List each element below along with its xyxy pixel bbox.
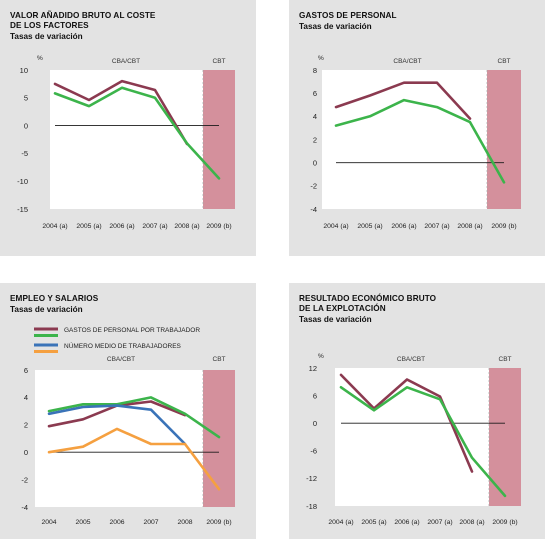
x-tick-label: 2004 (a) bbox=[328, 519, 353, 526]
chart-title: EMPLEO Y SALARIOS bbox=[10, 294, 99, 303]
chart-title: GASTOS DE PERSONAL bbox=[299, 11, 397, 20]
y-unit-label: % bbox=[318, 353, 324, 360]
y-tick-label: 2 bbox=[24, 421, 28, 430]
forecast-shade bbox=[487, 70, 521, 209]
x-tick-label: 2009 (b) bbox=[206, 223, 231, 230]
y-tick-label: 10 bbox=[20, 66, 28, 75]
y-tick-label: -18 bbox=[306, 502, 317, 511]
chart-title: VALOR AÑADIDO BRUTO AL COSTE DE LOS FACT… bbox=[10, 11, 156, 30]
y-tick-label: 5 bbox=[24, 94, 28, 103]
region-label: CBT bbox=[498, 58, 511, 65]
x-tick-label: 2007 (a) bbox=[142, 223, 167, 230]
x-tick-label: 2009 (b) bbox=[492, 519, 517, 526]
forecast-shade bbox=[489, 368, 521, 506]
x-tick-label: 2008 (a) bbox=[457, 223, 482, 230]
series-line bbox=[47, 396, 221, 439]
y-tick-label: -15 bbox=[17, 205, 28, 214]
region-label: CBT bbox=[213, 58, 226, 65]
y-tick-label: 0 bbox=[313, 158, 317, 167]
y-tick-label: -4 bbox=[310, 205, 317, 214]
y-tick-label: 0 bbox=[313, 419, 317, 428]
series-line bbox=[47, 427, 221, 491]
x-tick-label: 2004 (a) bbox=[323, 223, 348, 230]
series-line bbox=[334, 81, 472, 120]
forecast-shade bbox=[203, 70, 235, 209]
x-tick-label: 2009 (b) bbox=[491, 223, 516, 230]
region-label: CBA/CBT bbox=[112, 58, 140, 65]
region-label: CBT bbox=[499, 356, 512, 363]
chart-subtitle: Tasas de variación bbox=[10, 305, 83, 314]
region-label: CBA/CBT bbox=[393, 58, 421, 65]
chart-gastos-personal: 8 6 4 2 0 -2 -4% CBA/CBT CBT 2004 (a) 2005 (a) 2006… bbox=[310, 55, 521, 230]
y-tick-label: -4 bbox=[21, 503, 28, 512]
y-unit-label: % bbox=[37, 55, 43, 62]
x-tick-label: 2005 (a) bbox=[361, 519, 386, 526]
legend-label: GASTOS DE PERSONAL POR TRABAJADOR bbox=[64, 327, 200, 334]
panel-vab: VALOR AÑADIDO BRUTO AL COSTE DE LOS FACT… bbox=[0, 0, 256, 256]
x-tick-label: 2005 bbox=[75, 519, 90, 526]
x-tick-label: 2009 (b) bbox=[206, 519, 231, 526]
y-tick-label: 12 bbox=[309, 364, 317, 373]
region-label: CBT bbox=[213, 356, 226, 363]
y-tick-label: 4 bbox=[313, 112, 317, 121]
y-tick-label: 6 bbox=[313, 391, 317, 400]
chart-vab: 10 5 0 -5 -10 -15% CBA/CBT CBT 2004 (a) 2005 (a) 2… bbox=[17, 55, 235, 230]
panel-empleo-salarios: EMPLEO Y SALARIOS Tasas de variación 6 4 2… bbox=[0, 283, 256, 539]
forecast-shade bbox=[203, 370, 235, 507]
series-line bbox=[53, 86, 221, 180]
x-tick-label: 2005 (a) bbox=[357, 223, 382, 230]
y-tick-label: -2 bbox=[310, 182, 317, 191]
chart-title: RESULTADO ECONÓMICO BRUTO DE LA EXPLOTAC… bbox=[299, 294, 437, 313]
y-tick-label: 2 bbox=[313, 135, 317, 144]
y-tick-label: 0 bbox=[24, 448, 28, 457]
series-line bbox=[339, 386, 507, 498]
region-label: CBA/CBT bbox=[397, 356, 425, 363]
y-tick-label: -2 bbox=[21, 475, 28, 484]
x-tick-label: 2006 (a) bbox=[391, 223, 416, 230]
x-tick-label: 2008 (a) bbox=[459, 519, 484, 526]
series-line bbox=[47, 404, 187, 446]
panel-gastos-personal: GASTOS DE PERSONAL Tasas de variación 8 6… bbox=[289, 0, 545, 256]
x-tick-label: 2005 (a) bbox=[76, 223, 101, 230]
chart-resultado-bruto: 12 6 0 -6 -12 -18% CBA/CBT CBT 2004 (a) 2005 (a) 2… bbox=[306, 353, 521, 526]
x-tick-label: 2007 (a) bbox=[424, 223, 449, 230]
legend-label: NÚMERO MEDIO DE TRABAJADORES bbox=[64, 341, 182, 350]
chart-subtitle: Tasas de variación bbox=[299, 22, 372, 31]
y-tick-label: -12 bbox=[306, 474, 317, 483]
y-tick-label: 6 bbox=[313, 89, 317, 98]
x-tick-label: 2008 bbox=[177, 519, 192, 526]
y-tick-label: -6 bbox=[310, 447, 317, 456]
chart-subtitle: Tasas de variación bbox=[10, 32, 83, 41]
series-line bbox=[53, 79, 189, 146]
y-tick-label: 0 bbox=[24, 121, 28, 130]
x-tick-label: 2004 (a) bbox=[42, 223, 67, 230]
x-tick-label: 2004 bbox=[41, 519, 56, 526]
series-line bbox=[334, 98, 506, 184]
y-tick-label: -5 bbox=[21, 149, 28, 158]
region-label: CBA/CBT bbox=[107, 356, 135, 363]
y-tick-label: 6 bbox=[24, 366, 28, 375]
series-line bbox=[339, 373, 474, 473]
panel-resultado-bruto: RESULTADO ECONÓMICO BRUTO DE LA EXPLOTAC… bbox=[289, 283, 545, 539]
y-unit-label: % bbox=[318, 55, 324, 62]
y-tick-label: -10 bbox=[17, 177, 28, 186]
chart-empleo-salarios: 6 4 2 0 -2 -4 CBA/CBT CBT 2004 2005 2006 2007 2008 20… bbox=[21, 327, 235, 526]
y-tick-label: 8 bbox=[313, 66, 317, 75]
x-tick-label: 2006 bbox=[109, 519, 124, 526]
chart-subtitle: Tasas de variación bbox=[299, 315, 372, 324]
x-tick-label: 2008 (a) bbox=[174, 223, 199, 230]
x-tick-label: 2007 (a) bbox=[427, 519, 452, 526]
plot-area bbox=[35, 370, 235, 507]
x-tick-label: 2006 (a) bbox=[394, 519, 419, 526]
x-tick-label: 2006 (a) bbox=[109, 223, 134, 230]
x-tick-label: 2007 bbox=[143, 519, 158, 526]
y-tick-label: 4 bbox=[24, 393, 28, 402]
